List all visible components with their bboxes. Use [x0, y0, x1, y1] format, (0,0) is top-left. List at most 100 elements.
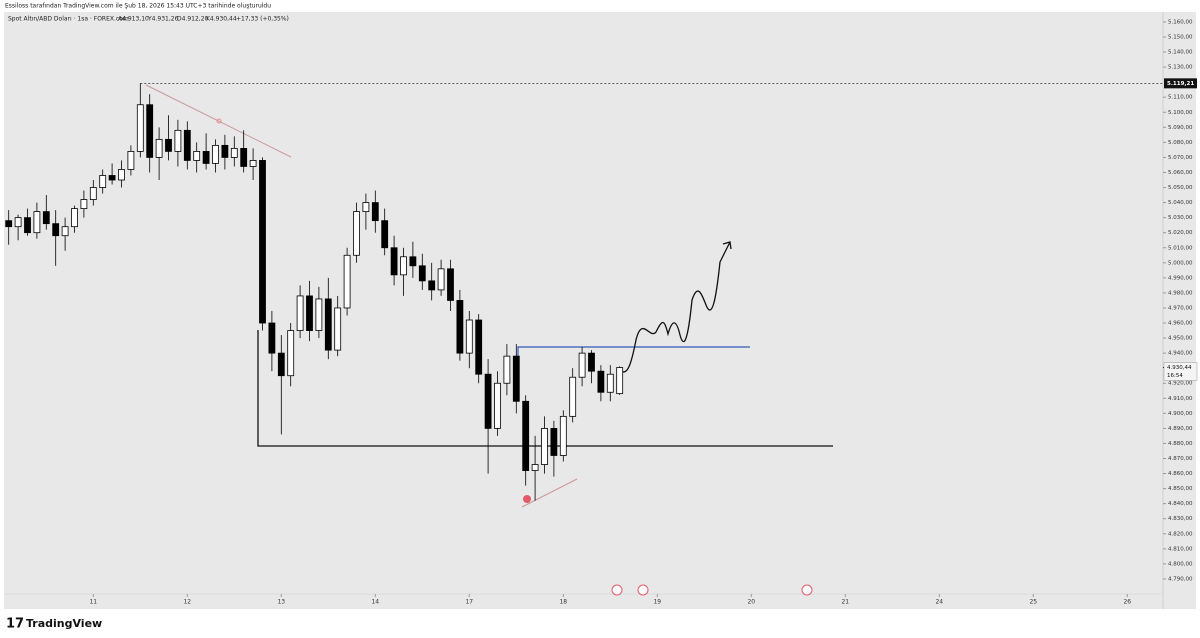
candle-body	[465, 319, 473, 354]
y-tick-label: 4.820,00	[1168, 531, 1193, 537]
candle-body	[371, 202, 379, 222]
candle-body	[475, 319, 483, 375]
candle-body	[503, 355, 511, 384]
event-icon[interactable]	[611, 584, 623, 596]
candle-body	[390, 247, 398, 276]
price-label: 5.119,21	[1167, 81, 1194, 87]
candle-body	[287, 330, 295, 377]
candle-body	[616, 367, 624, 395]
candle-body	[588, 352, 595, 372]
ohlc-high: Y4.931,26	[147, 16, 179, 23]
y-tick-label: 4.790,00	[1168, 576, 1193, 582]
y-tick-label: 5.150,00	[1168, 34, 1193, 40]
x-tick-label: 11	[89, 599, 97, 606]
ohlc-change: +17,33 (+0,35%)	[236, 16, 289, 23]
candle-body	[146, 104, 154, 158]
candle-body	[165, 138, 172, 152]
candle-body	[249, 160, 257, 167]
logo-text: TradingView	[26, 617, 102, 630]
trend-line	[145, 84, 292, 158]
candle-body	[14, 217, 22, 228]
candle-body	[494, 382, 501, 429]
y-tick-label: 5.110,00	[1168, 95, 1193, 101]
x-tick-label: 19	[653, 599, 661, 606]
plot-bg	[4, 12, 1196, 609]
candle-body	[259, 160, 266, 324]
y-tick-label: 4.990,00	[1168, 275, 1193, 281]
ohlc-low: D4.912,20	[177, 16, 209, 23]
candle-body	[418, 265, 426, 282]
candle-body	[343, 254, 351, 309]
events	[611, 584, 813, 596]
candle-body	[578, 352, 586, 378]
candle-body	[531, 464, 539, 471]
y-tick-label: 4.800,00	[1168, 561, 1193, 567]
y-tick-label: 5.130,00	[1168, 65, 1193, 71]
candle-body	[61, 226, 69, 237]
y-tick-label: 4.900,00	[1168, 411, 1193, 417]
candle-body	[447, 268, 454, 301]
candle-body	[409, 256, 417, 267]
candle-body	[569, 376, 577, 417]
candle-body	[334, 307, 342, 351]
candle-body	[221, 144, 229, 158]
y-tick-label: 4.980,00	[1168, 290, 1193, 296]
candle-body	[541, 428, 548, 465]
candle-body	[71, 208, 78, 228]
candle-body	[183, 129, 191, 161]
x-tick-label: 26	[1123, 599, 1131, 606]
y-tick-label: 4.880,00	[1168, 441, 1193, 447]
candle-body	[559, 415, 567, 456]
candle-body	[512, 355, 520, 402]
logo: 17 TradingView	[6, 617, 102, 632]
candle-body	[296, 295, 304, 331]
x-tick-label: 13	[277, 599, 285, 606]
y-tick-label: 4.940,00	[1168, 351, 1193, 357]
candle-body	[353, 211, 360, 256]
projection-path	[619, 241, 731, 373]
candle-body	[5, 220, 13, 228]
y-tick-label: 4.950,00	[1168, 336, 1193, 342]
y-tick-label: 5.080,00	[1168, 140, 1193, 146]
candle-body	[193, 151, 201, 161]
y-tick-label: 5.100,00	[1168, 110, 1193, 116]
y-tick-label: 4.870,00	[1168, 456, 1193, 462]
low-marker	[523, 495, 531, 503]
support-line	[257, 330, 833, 447]
candle-body	[522, 400, 530, 471]
candle-body	[324, 298, 332, 351]
candle-body	[606, 373, 614, 393]
x-tick-label: 21	[841, 599, 849, 606]
ohlc-close: K4.930,44	[206, 16, 237, 23]
candle-body	[400, 256, 407, 276]
y-tick-label: 5.060,00	[1168, 170, 1193, 176]
candle-body	[24, 217, 31, 234]
legend-header: Spot Altın/ABD Doları · 1sa · FOREX.com …	[8, 16, 289, 23]
x-tick-label: 12	[183, 599, 191, 606]
candle-body	[381, 220, 389, 249]
candle-body	[33, 211, 41, 234]
y-tick-label: 4.890,00	[1168, 426, 1193, 432]
candles	[5, 83, 624, 501]
y-tick-label: 5.160,00	[1168, 19, 1193, 25]
candle-body	[277, 352, 285, 377]
event-icon[interactable]	[637, 584, 649, 596]
y-tick-label: 5.020,00	[1168, 230, 1193, 236]
candle-body	[437, 268, 445, 291]
x-tick-label: 25	[1029, 599, 1037, 606]
x-tick-label: 20	[747, 599, 755, 606]
candle-body	[118, 169, 125, 181]
logo-mark: 17	[6, 617, 24, 632]
candle-body	[212, 144, 219, 164]
y-tick-label: 5.070,00	[1168, 155, 1193, 161]
candle-body	[230, 147, 238, 158]
candle-body	[550, 428, 558, 456]
symbol-title: Spot Altın/ABD Doları · 1sa · FOREX.com	[8, 16, 129, 23]
event-icon[interactable]	[801, 584, 813, 596]
projection-arrow	[722, 241, 732, 250]
candle-body	[80, 199, 88, 210]
candle-body	[89, 187, 97, 200]
candle-body	[202, 151, 210, 164]
